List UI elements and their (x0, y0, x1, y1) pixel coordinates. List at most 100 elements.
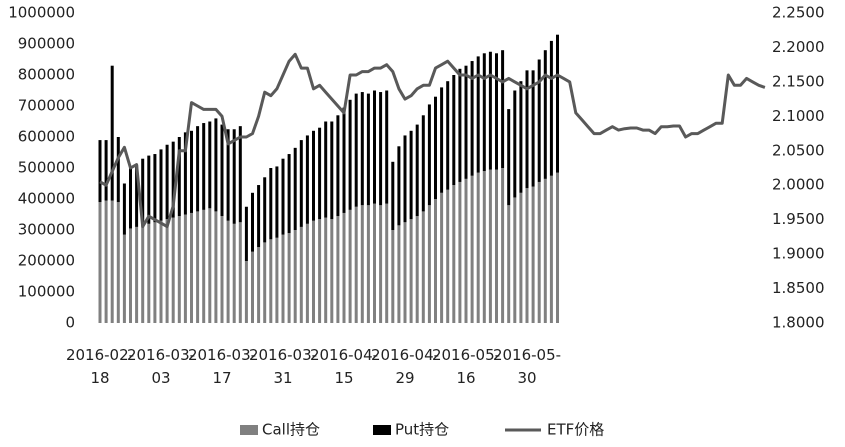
bar (501, 168, 505, 323)
bar (434, 199, 437, 323)
bar (214, 118, 218, 212)
bar (507, 109, 511, 206)
bar (342, 107, 346, 213)
y2-tick-label: 1.8500 (772, 279, 825, 297)
bar (556, 172, 559, 323)
bar (208, 208, 212, 323)
bar (196, 211, 200, 323)
bar (196, 126, 200, 212)
bar (391, 230, 395, 323)
bar (391, 161, 395, 230)
bar (251, 192, 254, 252)
bar (312, 130, 315, 221)
bar (220, 124, 224, 217)
line (99, 52, 766, 229)
bar (537, 59, 541, 182)
bar (269, 239, 273, 323)
bar (305, 223, 309, 323)
y-tick-label: 200000 (18, 252, 75, 270)
bar (98, 140, 102, 203)
bar (208, 121, 212, 209)
bar (476, 56, 480, 173)
bar (220, 216, 224, 323)
bar (415, 124, 419, 217)
bar (269, 168, 273, 240)
bar (507, 205, 511, 323)
bar (397, 225, 401, 323)
bar (116, 202, 120, 323)
x-tick-label: 2016-03-03 (127, 346, 195, 387)
bar (318, 127, 322, 220)
bar (177, 137, 181, 217)
bar (159, 149, 163, 221)
x-tick-label: 2016-05-16 (432, 346, 500, 387)
bar (525, 188, 529, 323)
bar (360, 205, 364, 323)
bar (202, 209, 206, 323)
legend-swatch (240, 425, 258, 435)
bar (366, 205, 370, 323)
bar (458, 181, 462, 323)
bar (385, 90, 389, 204)
bar (366, 93, 370, 206)
bar (153, 154, 157, 223)
bar (513, 90, 517, 198)
x-tick-label: 2016-03-17 (188, 346, 256, 387)
bar (348, 99, 352, 210)
bar (98, 202, 102, 323)
bar (440, 87, 444, 193)
bar (141, 225, 145, 323)
bar (238, 126, 242, 223)
bar (482, 53, 486, 172)
bar (116, 137, 120, 203)
bar (476, 172, 480, 323)
bar (226, 129, 230, 221)
bar (226, 220, 230, 323)
bar (464, 178, 468, 323)
y2-tick-label: 2.2500 (772, 4, 825, 22)
y-tick-label: 400000 (18, 190, 75, 208)
bar (190, 130, 193, 213)
bar (257, 185, 261, 248)
x-tick-label: 2016-05-30 (493, 346, 561, 387)
bar (549, 175, 553, 323)
bar (171, 217, 175, 323)
bar (464, 65, 468, 179)
legend-label: Put持仓 (395, 421, 449, 439)
bar (122, 183, 126, 235)
y2-tick-label: 2.1000 (772, 107, 825, 125)
bar (147, 155, 151, 224)
legend-label: ETF价格 (547, 421, 604, 439)
bar (153, 222, 157, 323)
bar (165, 219, 169, 323)
bar (543, 50, 547, 179)
bar (452, 185, 456, 323)
bar (348, 209, 352, 323)
bar (397, 146, 401, 226)
bar (531, 186, 535, 323)
y2-tick-label: 1.8000 (772, 314, 825, 332)
bar (427, 205, 431, 323)
bar (556, 34, 559, 173)
bar (409, 130, 413, 220)
bar (263, 177, 267, 243)
y-tick-label: 300000 (18, 221, 75, 239)
bar (312, 220, 315, 323)
bar (183, 132, 187, 215)
bar (434, 96, 437, 199)
bar (129, 168, 132, 229)
bar (147, 223, 151, 323)
y-tick-label: 700000 (18, 97, 75, 115)
bar (452, 75, 456, 186)
bar (519, 192, 523, 323)
bar (379, 205, 383, 323)
bar (354, 206, 358, 323)
bar (421, 115, 425, 212)
bar (171, 141, 175, 218)
bar (470, 175, 474, 323)
y2-tick-label: 2.0500 (772, 141, 825, 159)
bar (513, 197, 517, 323)
bar (324, 217, 328, 323)
bar (403, 222, 407, 323)
y2-tick-label: 2.1500 (772, 72, 825, 90)
